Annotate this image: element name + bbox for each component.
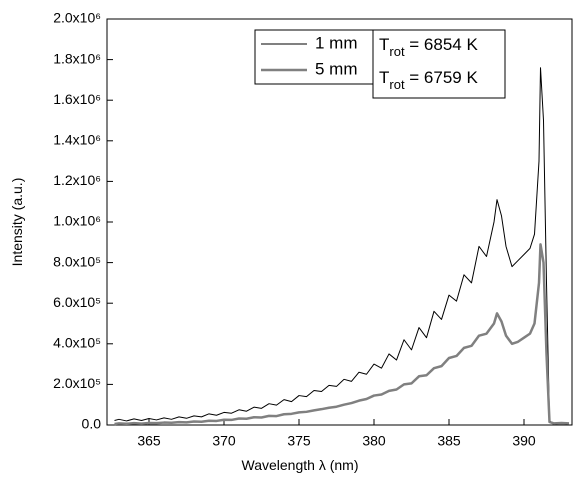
legend-label: 5 mm: [315, 59, 358, 78]
y-axis-label: Intensity (a.u.): [9, 178, 25, 267]
y-tick-label: 0.0: [82, 416, 102, 432]
annotation-text: = 6759 K: [405, 68, 479, 87]
series-line: [114, 243, 570, 426]
x-axis-label: Wavelength λ (nm): [242, 457, 359, 473]
y-tick-label: 2.0x10⁶: [53, 10, 101, 26]
x-tick-label: 365: [137, 433, 161, 449]
y-tick-label: 1.4x10⁶: [53, 132, 101, 148]
y-tick-label: 6.0x10⁵: [53, 294, 101, 310]
y-tick-label: 1.0x10⁶: [53, 213, 101, 229]
annotation: Trot = 6854 K: [379, 35, 478, 59]
legend-label: 1 mm: [315, 33, 358, 52]
y-tick-label: 8.0x10⁵: [53, 253, 101, 269]
y-tick-label: 2.0x10⁵: [53, 375, 101, 391]
y-tick-label: 1.6x10⁶: [53, 91, 101, 107]
y-tick-label: 1.2x10⁶: [53, 172, 101, 188]
annotation-symbol: T: [379, 35, 389, 54]
annotation-symbol: T: [379, 68, 389, 87]
annotation: Trot = 6759 K: [379, 68, 478, 92]
annotation-subscript: rot: [389, 44, 405, 59]
annotation-box: [372, 29, 506, 99]
x-tick-label: 370: [212, 433, 236, 449]
x-tick-label: 380: [362, 433, 386, 449]
x-tick-label: 385: [437, 433, 461, 449]
y-tick-label: 1.8x10⁶: [53, 50, 101, 66]
annotation-text: = 6854 K: [405, 35, 479, 54]
annotation-subscript: rot: [389, 77, 405, 92]
x-tick-label: 390: [512, 433, 536, 449]
series-line: [114, 67, 570, 424]
x-tick-label: 375: [287, 433, 311, 449]
y-tick-label: 4.0x10⁵: [53, 335, 101, 351]
